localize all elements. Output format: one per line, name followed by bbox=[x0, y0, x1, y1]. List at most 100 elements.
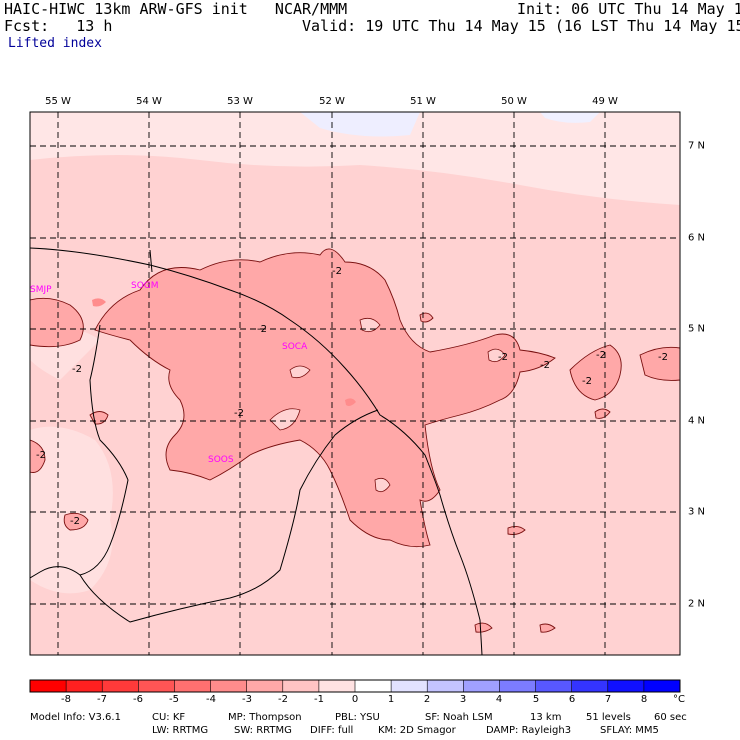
longitude-label: 50 W bbox=[501, 96, 527, 107]
contour-region bbox=[539, 623, 556, 633]
contour-label: -2 bbox=[498, 352, 508, 363]
colorbar-swatch bbox=[607, 680, 645, 692]
colorbar-swatch bbox=[535, 680, 573, 692]
colorbar-swatch bbox=[391, 680, 428, 692]
colorbar-swatch bbox=[66, 680, 103, 692]
contour-label: -2 bbox=[70, 516, 80, 527]
country-border bbox=[149, 249, 153, 273]
latitude-label: 6 N bbox=[688, 232, 706, 244]
longitude-label: 54 W bbox=[136, 96, 162, 107]
colorbar-swatch bbox=[246, 680, 284, 692]
colorbar-tick-label: -4 bbox=[206, 694, 216, 705]
footer-pbl: PBL: YSU bbox=[335, 712, 380, 723]
contour-hole bbox=[487, 348, 506, 363]
forecast-hour: Fcst: 13 h bbox=[4, 17, 113, 35]
colorbar-swatch bbox=[318, 680, 356, 692]
contour-strong-spot bbox=[92, 298, 106, 307]
country-border bbox=[30, 324, 129, 579]
contour-region bbox=[594, 408, 611, 419]
colorbar-tick-label: 1 bbox=[387, 694, 395, 705]
field-positive-region bbox=[300, 112, 420, 137]
latitude-label: 4 N bbox=[688, 415, 706, 427]
colorbar-tick-label: -7 bbox=[97, 694, 107, 705]
colorbar-swatch bbox=[427, 680, 464, 692]
footer-longwave: LW: RRTMG bbox=[152, 725, 209, 736]
contour-region bbox=[639, 346, 680, 381]
colorbar-tick-label: 5 bbox=[532, 694, 540, 705]
longitude-label: 53 W bbox=[227, 96, 253, 107]
colorbar-swatch bbox=[571, 680, 609, 692]
colorbar-swatch bbox=[282, 680, 320, 692]
init-time: Init: 06 UTC Thu 14 May 15 bbox=[517, 0, 740, 18]
map-frame bbox=[29, 111, 681, 656]
colorbar-tick-label: 2 bbox=[423, 694, 431, 705]
latitude-label: 3 N bbox=[688, 506, 706, 518]
contour-label: -2 bbox=[72, 364, 82, 375]
footer-levels: 51 levels bbox=[586, 712, 631, 723]
coastline bbox=[30, 247, 483, 655]
latitude-label: 7 N bbox=[688, 140, 706, 152]
contour-label: -2 bbox=[658, 352, 668, 363]
colorbar-tick-label: -6 bbox=[133, 694, 143, 705]
footer-shortwave: SW: RRTMG bbox=[234, 725, 292, 736]
colorbar-tick-label: 6 bbox=[568, 694, 576, 705]
colorbar-swatch bbox=[643, 680, 681, 692]
contour-label: -2 bbox=[234, 408, 244, 419]
contour-region bbox=[569, 344, 622, 401]
colorbar-swatch bbox=[499, 680, 537, 692]
contour-label: -2 bbox=[257, 324, 267, 335]
colorbar-swatch bbox=[174, 680, 212, 692]
colorbar-tick-label: 4 bbox=[495, 694, 503, 705]
footer-surface: SF: Noah LSM bbox=[425, 712, 493, 723]
footer-microphysics: MP: Thompson bbox=[228, 712, 302, 723]
field-positive-region bbox=[540, 112, 600, 123]
colorbar-swatch bbox=[355, 680, 392, 692]
footer-km: KM: 2D Smagor bbox=[378, 725, 456, 736]
latitude-label: 2 N bbox=[688, 598, 706, 610]
colorbar-frame bbox=[29, 679, 681, 693]
colorbar-tick-label: -2 bbox=[278, 694, 288, 705]
model-title: HAIC-HIWC 13km ARW-GFS init NCAR/MMM bbox=[4, 0, 348, 18]
footer-diffusion: DIFF: full bbox=[310, 725, 354, 736]
latitude-label: 5 N bbox=[688, 323, 706, 335]
contour-region bbox=[30, 439, 46, 473]
footer-model-version: Model Info: V3.6.1 bbox=[30, 712, 121, 723]
contour-label: -2 bbox=[540, 360, 550, 371]
colorbar-tick-label: -1 bbox=[314, 694, 324, 705]
contour-hole bbox=[374, 477, 391, 493]
station-label: SOGM bbox=[131, 281, 159, 291]
contour-hole bbox=[359, 317, 381, 333]
contour-region bbox=[30, 297, 84, 348]
colorbar-swatch bbox=[210, 680, 248, 692]
field-weak-region bbox=[30, 426, 113, 594]
colorbar-swatch bbox=[138, 680, 175, 692]
footer-damping: DAMP: Rayleigh3 bbox=[486, 725, 572, 736]
contour-label: -2 bbox=[582, 376, 592, 387]
colorbar-tick-label: 3 bbox=[459, 694, 467, 705]
station-label: SOOS bbox=[208, 455, 234, 465]
field-weak-region bbox=[30, 112, 680, 205]
longitude-label: 49 W bbox=[592, 96, 618, 107]
longitude-label: 51 W bbox=[410, 96, 436, 107]
contour-region bbox=[94, 248, 556, 548]
contour-hole bbox=[289, 365, 311, 379]
country-border bbox=[79, 409, 379, 623]
colorbar bbox=[30, 680, 681, 692]
contour-region bbox=[63, 512, 89, 531]
colorbar-tick-label: -5 bbox=[169, 694, 179, 705]
colorbar-tick-label: -8 bbox=[61, 694, 71, 705]
contour-label: -2 bbox=[596, 350, 606, 361]
valid-time: Valid: 19 UTC Thu 14 May 15 (16 LST Thu … bbox=[302, 17, 740, 35]
footer-cumulus: CU: KF bbox=[152, 712, 186, 723]
footer-resolution: 13 km bbox=[530, 712, 562, 723]
colorbar-swatch bbox=[102, 680, 139, 692]
footer-timestep: 60 sec bbox=[654, 712, 687, 723]
colorbar-tick-label: 8 bbox=[640, 694, 648, 705]
colorbar-swatch bbox=[463, 680, 500, 692]
station-label: SOCA bbox=[282, 342, 308, 352]
field-name: Lifted index bbox=[8, 36, 102, 51]
contour-label: -2 bbox=[332, 266, 342, 277]
contour-hole bbox=[269, 408, 301, 431]
colorbar-tick-label: 7 bbox=[604, 694, 612, 705]
